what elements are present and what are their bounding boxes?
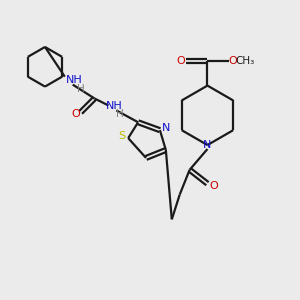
Text: O: O bbox=[71, 109, 80, 119]
Text: H: H bbox=[116, 109, 124, 119]
Text: O: O bbox=[229, 56, 238, 66]
Text: N: N bbox=[203, 140, 212, 150]
Text: O: O bbox=[209, 181, 218, 191]
Text: S: S bbox=[119, 131, 126, 141]
Text: NH: NH bbox=[66, 75, 83, 85]
Text: N: N bbox=[162, 123, 170, 133]
Text: H: H bbox=[77, 84, 85, 94]
Text: O: O bbox=[176, 56, 185, 66]
Text: NH: NH bbox=[106, 101, 123, 111]
Text: CH₃: CH₃ bbox=[236, 56, 255, 66]
